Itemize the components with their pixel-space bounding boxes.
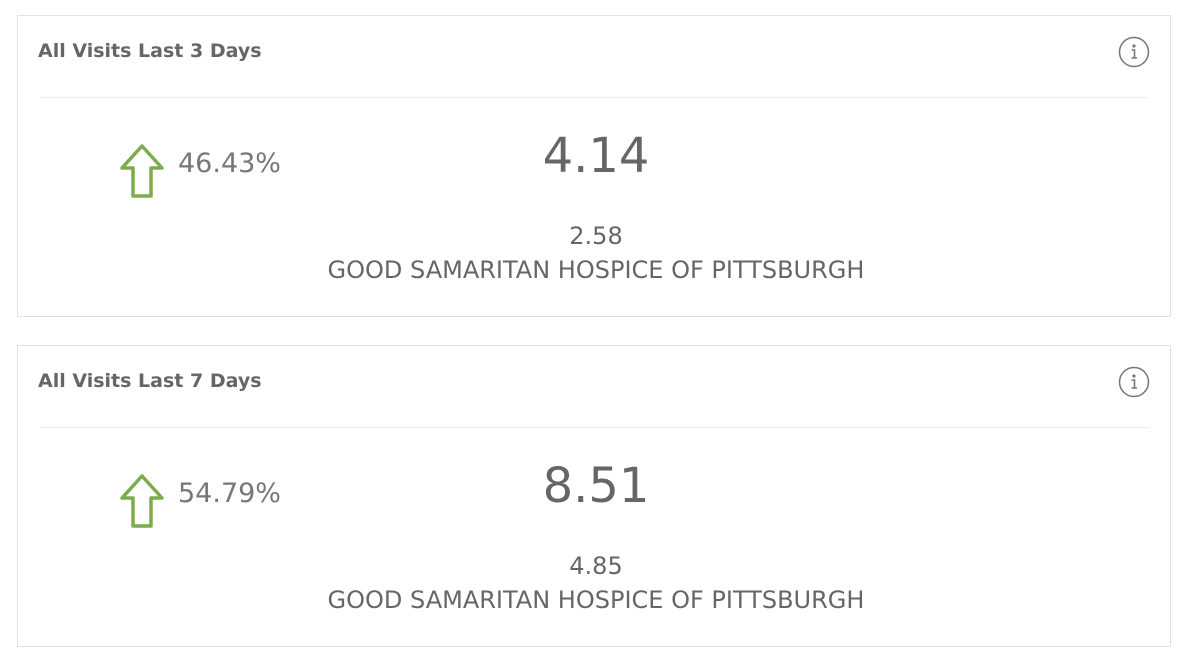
comparison-value: 4.85 <box>569 552 623 580</box>
comparison-value: 2.58 <box>569 222 623 250</box>
divider <box>40 97 1148 98</box>
metric-value: 8.51 <box>542 458 650 514</box>
up-arrow-icon <box>120 144 164 198</box>
info-button[interactable] <box>1118 366 1150 398</box>
organization-name: GOOD SAMARITAN HOSPICE OF PITTSBURGH <box>327 256 865 284</box>
organization-name: GOOD SAMARITAN HOSPICE OF PITTSBURGH <box>327 586 865 614</box>
change-percent: 46.43% <box>178 148 281 179</box>
change-percent: 54.79% <box>178 478 281 509</box>
metric-card: All Visits Last 7 Days 54.79% 8.51 4.85 … <box>17 345 1171 647</box>
card-title: All Visits Last 7 Days <box>38 370 262 392</box>
info-button[interactable] <box>1118 36 1150 68</box>
divider <box>40 427 1148 428</box>
metric-card: All Visits Last 3 Days 46.43% 4.14 2.58 … <box>17 15 1171 317</box>
metric-value: 4.14 <box>542 128 650 184</box>
up-arrow-icon <box>120 474 164 528</box>
card-title: All Visits Last 3 Days <box>38 40 262 62</box>
